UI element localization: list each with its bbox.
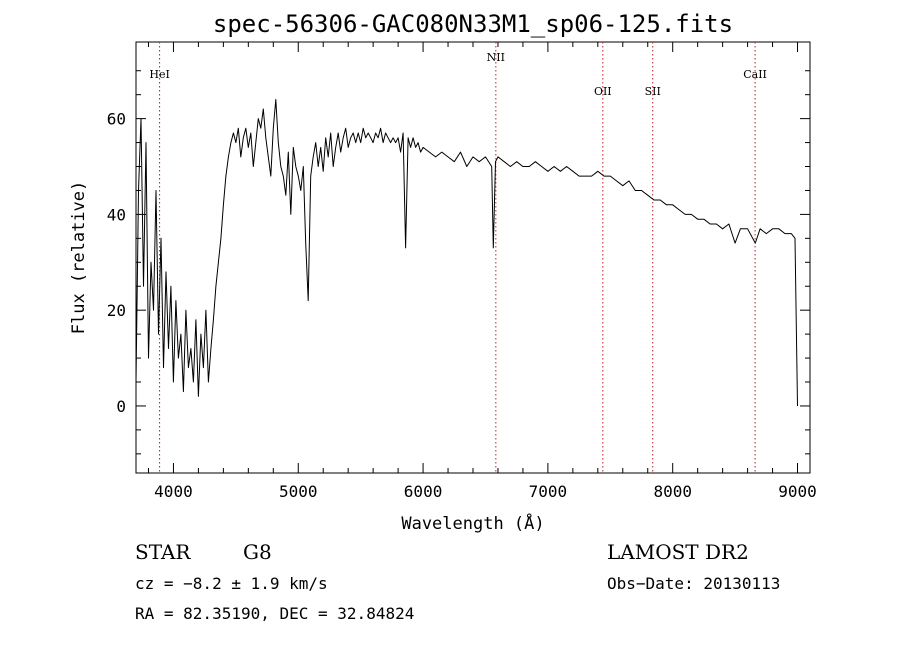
chart-title: spec-56306-GAC080N33M1_sp06-125.fits xyxy=(213,10,733,38)
x-tick-label: 9000 xyxy=(778,482,817,501)
footer-subclass: G8 xyxy=(243,540,272,564)
footer-object-class: STAR xyxy=(135,540,191,564)
footer-coords: RA = 82.35190, DEC = 32.84824 xyxy=(135,604,415,623)
x-axis-label: Wavelength (Å) xyxy=(401,512,544,534)
line-label-sii: SII xyxy=(645,85,661,98)
plot-frame xyxy=(135,41,811,474)
footer-survey: LAMOST DR2 xyxy=(607,540,749,564)
y-axis-label: Flux (relative) xyxy=(69,181,89,335)
line-label-hei: HeI xyxy=(149,68,169,81)
line-label-oii: OII xyxy=(594,85,612,98)
y-tick-label: 0 xyxy=(116,397,126,416)
x-tick-label: 5000 xyxy=(279,482,318,501)
footer-obs-date: Obs−Date: 20130113 xyxy=(607,574,781,593)
spectrum-line xyxy=(135,99,798,407)
x-tick-label: 8000 xyxy=(653,482,692,501)
y-tick-label: 60 xyxy=(107,110,126,129)
footer-velocity: cz = −8.2 ± 1.9 km/s xyxy=(135,574,328,593)
line-label-nii: NII xyxy=(487,51,505,64)
x-tick-label: 4000 xyxy=(154,482,193,501)
x-tick-label: 7000 xyxy=(529,482,568,501)
y-tick-label: 20 xyxy=(107,301,126,320)
line-label-caii: CaII xyxy=(743,68,767,81)
y-tick-label: 40 xyxy=(107,205,126,224)
x-tick-label: 6000 xyxy=(404,482,443,501)
